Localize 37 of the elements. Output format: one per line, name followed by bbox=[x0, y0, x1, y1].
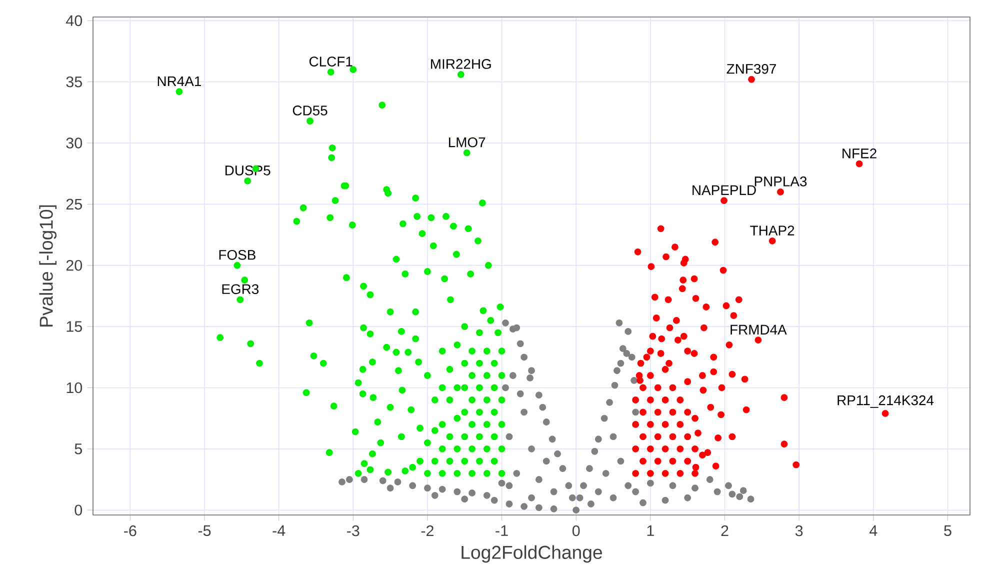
annotation: NFE2 bbox=[842, 148, 876, 158]
annotation: CD55 bbox=[292, 106, 328, 116]
x-tick-label: 4 bbox=[870, 525, 878, 536]
x-tick-label: 2 bbox=[721, 525, 728, 536]
y-tick-label: 30 bbox=[66, 138, 82, 148]
y-tick-label: 20 bbox=[66, 260, 82, 271]
y-axis-title: Pvalue [-log10] bbox=[39, 205, 57, 327]
y-tick-label: 40 bbox=[66, 15, 82, 26]
y-tick-label: 35 bbox=[66, 76, 82, 88]
x-tick-label: -6 bbox=[124, 525, 136, 536]
x-tick-label: -3 bbox=[347, 525, 360, 536]
y-tick-label: 15 bbox=[66, 321, 82, 332]
annotation: NAPEPLD bbox=[692, 185, 756, 195]
y-tick-label: 10 bbox=[66, 382, 82, 394]
annotation: FOSB bbox=[219, 250, 256, 260]
annotation: FRMD4A bbox=[730, 324, 787, 334]
y-tick-label: 5 bbox=[74, 444, 82, 454]
x-tick-label: 5 bbox=[944, 525, 952, 536]
annotation: LMO7 bbox=[449, 137, 486, 148]
x-tick-label: -5 bbox=[198, 525, 211, 536]
annotation: NR4A1 bbox=[158, 76, 201, 86]
y-tick-label: 25 bbox=[66, 198, 82, 210]
x-axis-title: Log2FoldChange bbox=[462, 545, 602, 563]
x-tick-label: 0 bbox=[572, 525, 580, 536]
annotation: RP11_214K324 bbox=[838, 395, 934, 408]
y-tick-label: 0 bbox=[74, 504, 82, 516]
annotation: ZNF397 bbox=[726, 64, 776, 74]
annotation: THAP2 bbox=[750, 226, 794, 236]
x-tick-label: -4 bbox=[272, 525, 286, 536]
annotation: PNPLA3 bbox=[754, 176, 807, 186]
annotation: MIR22HG bbox=[431, 59, 491, 69]
x-tick-label: 3 bbox=[795, 525, 803, 536]
x-tick-label: 1 bbox=[647, 525, 654, 536]
x-tick-label: -1 bbox=[496, 525, 508, 536]
annotation: CLCF1 bbox=[309, 56, 352, 66]
annotation: EGR3 bbox=[222, 284, 259, 294]
x-tick-label: -2 bbox=[421, 525, 434, 536]
